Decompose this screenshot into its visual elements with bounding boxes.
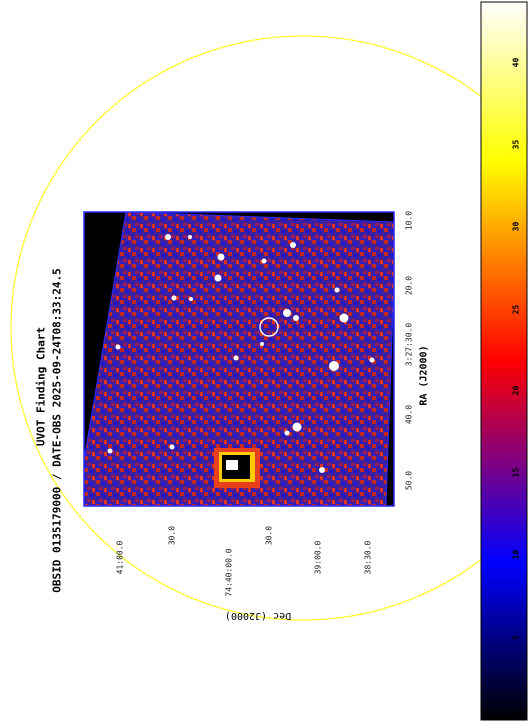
chart-subtitle: OBSID 0135179000 / DATE-OBS 2025-09-24T0…	[50, 268, 64, 593]
ra-tick: 50.0	[404, 470, 414, 491]
target-circle	[259, 317, 279, 337]
colorbar-tick: 10	[511, 549, 521, 560]
ra-tick: 10.0	[404, 210, 414, 231]
colorbar-tick: 30	[511, 221, 521, 232]
ra-axis-label: RA (J2000)	[418, 345, 430, 406]
dec-tick: 30.0	[167, 525, 177, 546]
dec-tick: 74:40:00.0	[224, 548, 234, 597]
colorbar	[480, 1, 528, 721]
chart-title: UVOT Finding Chart	[34, 326, 48, 447]
ra-tick: 3:27:30.0	[404, 322, 414, 367]
dec-tick: 41:00.0	[115, 540, 125, 575]
colorbar-tick: 15	[511, 467, 521, 478]
stars	[107, 234, 375, 473]
colorbar-tick: 20	[511, 385, 521, 396]
ra-tick: 40.0	[404, 404, 414, 425]
dec-tick: 39:00.0	[313, 540, 323, 575]
colorbar-tick: 25	[511, 304, 521, 315]
colorbar-tick: 35	[511, 139, 521, 150]
colorbar-tick: 5	[511, 635, 521, 640]
dec-tick: 30.0	[264, 525, 274, 546]
dec-axis-label: Dec (J2000)	[224, 610, 292, 621]
bright-source	[214, 448, 260, 488]
colorbar-tick: 40	[511, 57, 521, 68]
dec-tick: 38:30.0	[363, 540, 373, 575]
image-frame	[83, 211, 395, 507]
exposure-map	[84, 212, 394, 506]
field-of-view-circle	[10, 35, 528, 621]
ra-tick: 20.0	[404, 275, 414, 296]
